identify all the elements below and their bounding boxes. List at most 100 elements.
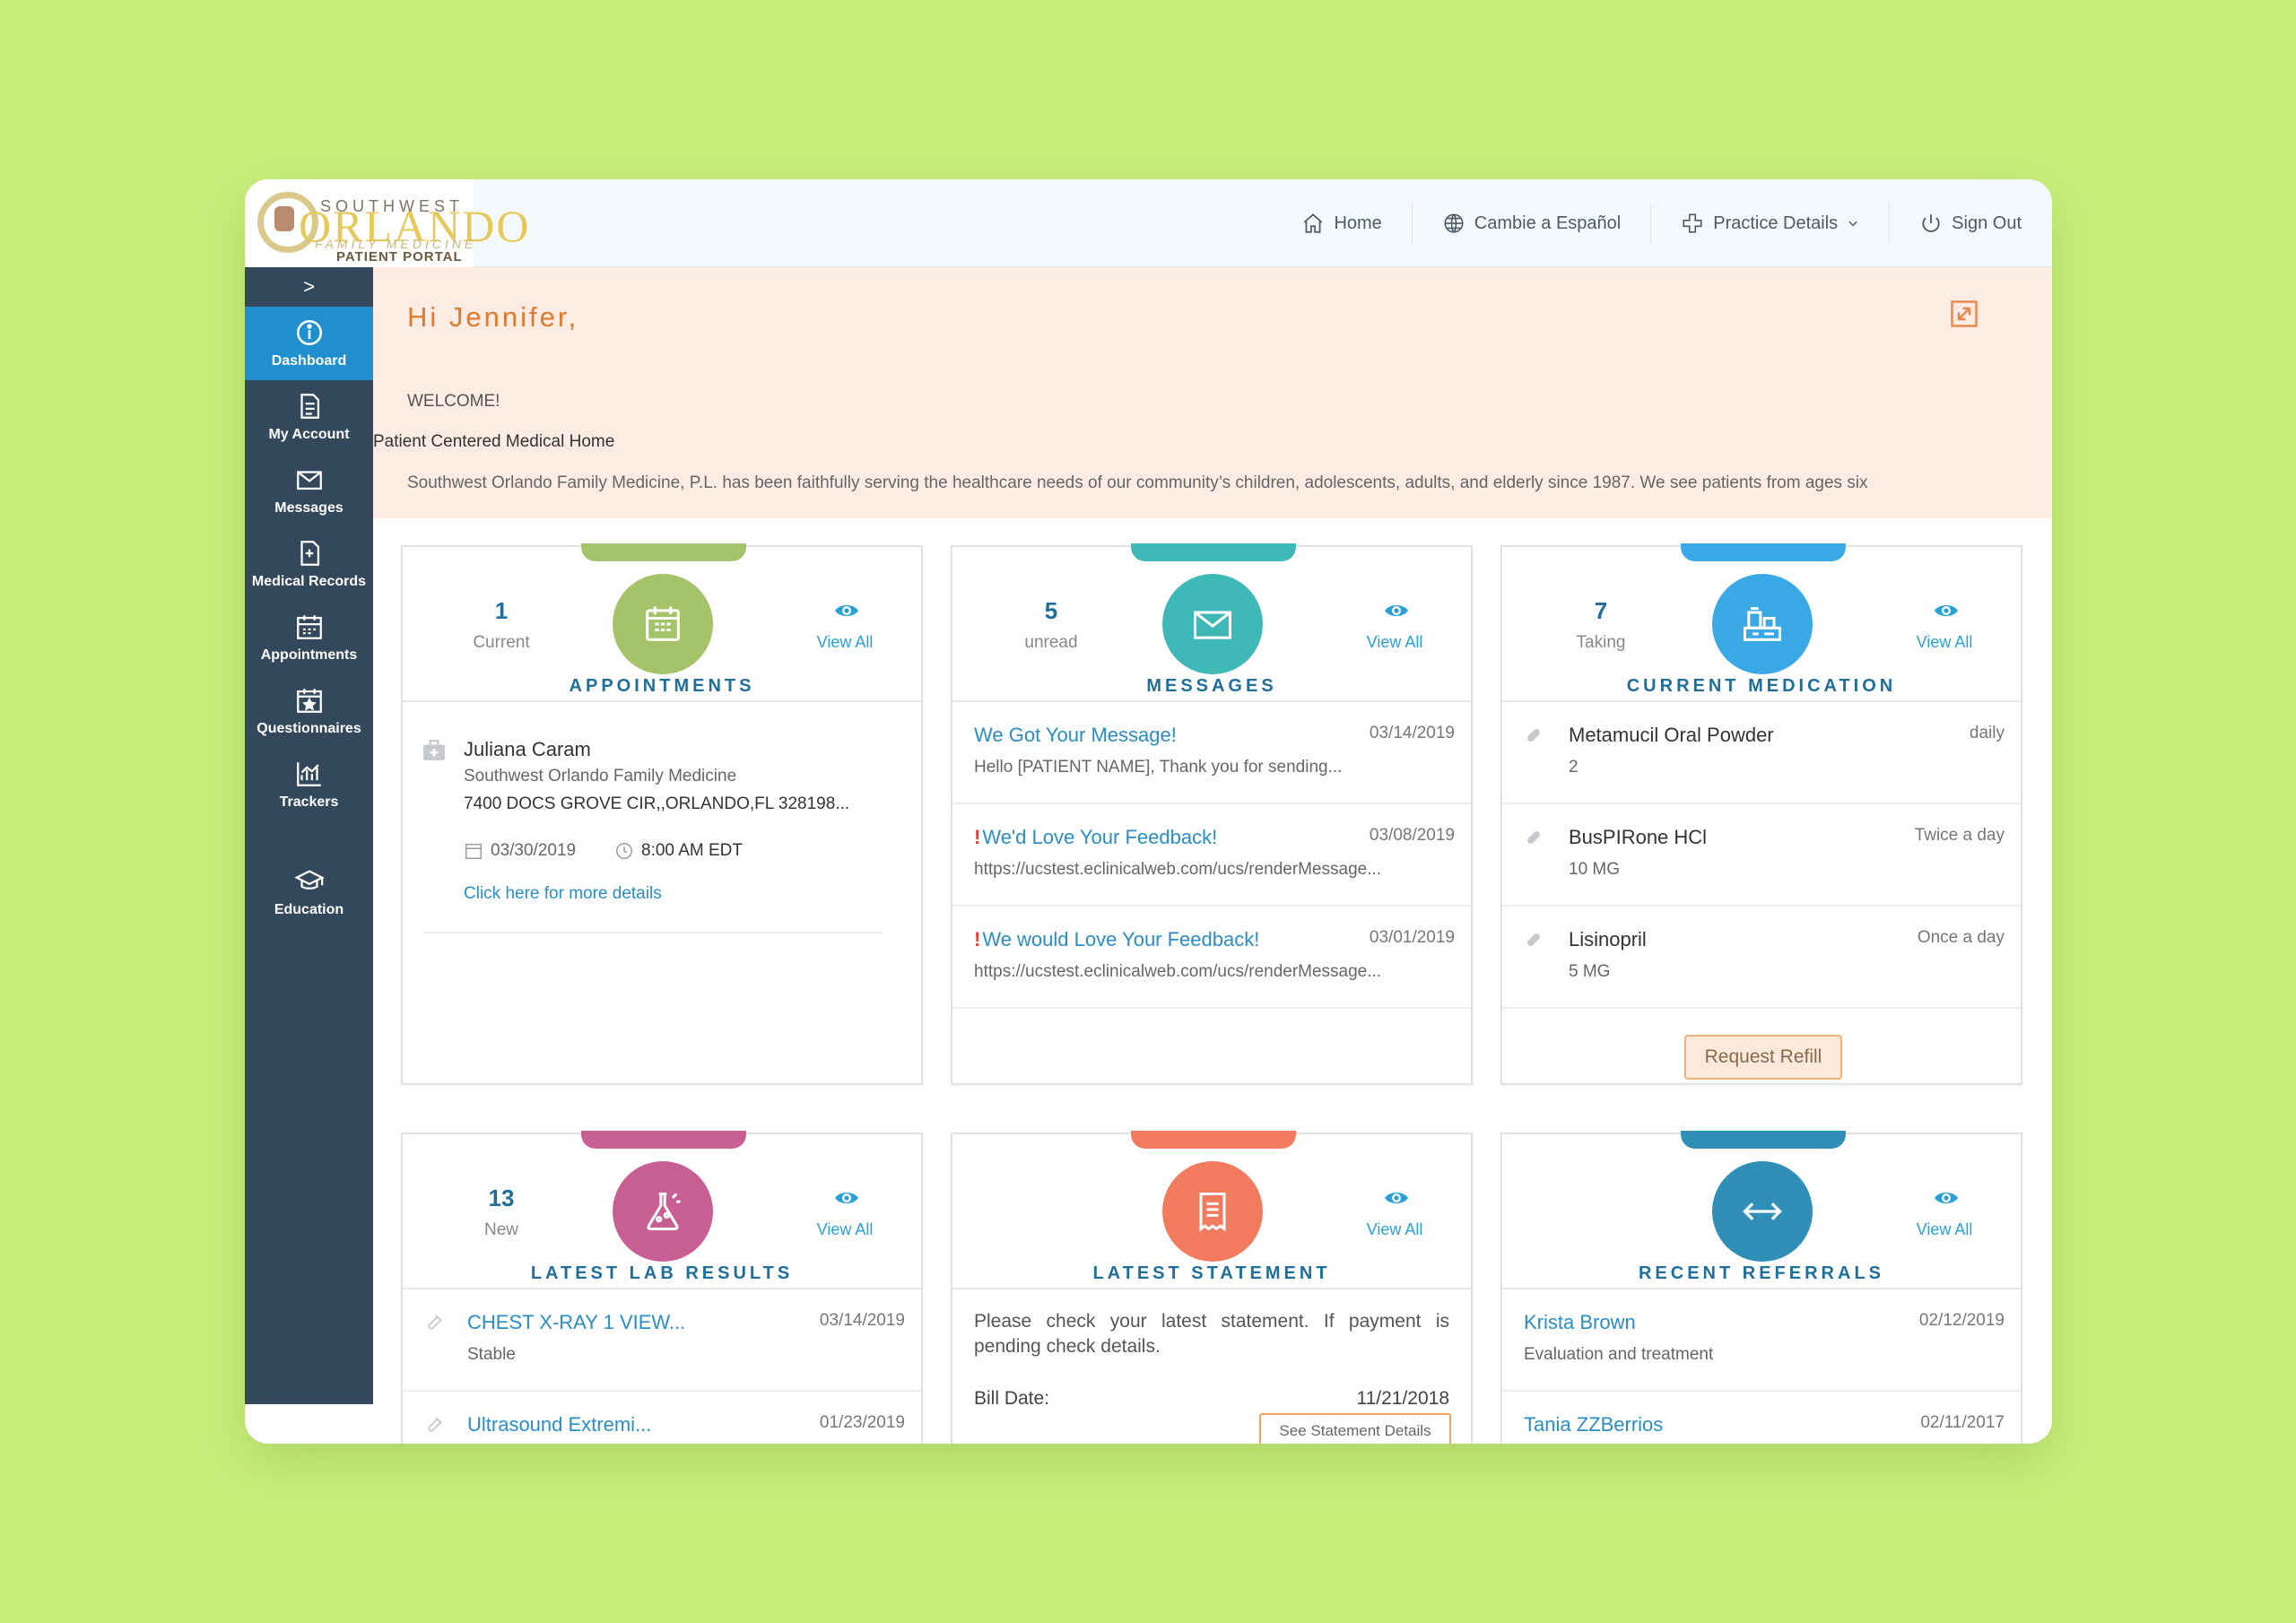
nav-practice-details-dropdown[interactable]: Practice Details bbox=[1651, 203, 1891, 244]
medication-card: 7 Taking View All CURRENT MEDICATION Met… bbox=[1500, 543, 2022, 1085]
medication-count-label: Taking bbox=[1576, 633, 1626, 652]
lab-result-item[interactable]: Ultrasound Extremi... 01/23/2019 bbox=[403, 1392, 921, 1444]
medication-frequency: daily bbox=[1969, 724, 2005, 742]
lab-result-title: CHEST X-RAY 1 VIEW... bbox=[467, 1311, 686, 1333]
chart-icon bbox=[296, 762, 321, 786]
sidebar-item-education[interactable]: Education bbox=[245, 855, 373, 929]
sidebar-item-trackers[interactable]: Trackers bbox=[245, 748, 373, 821]
message-subject: We'd Love Your Feedback! bbox=[982, 826, 1218, 848]
card-tab bbox=[1681, 1131, 1846, 1149]
referral-item[interactable]: Krista Brown 02/12/2019 Evaluation and t… bbox=[1502, 1289, 2021, 1392]
eye-icon[interactable] bbox=[1383, 1188, 1410, 1208]
message-date: 03/14/2019 bbox=[1369, 724, 1455, 742]
sidebar-item-dashboard[interactable]: Dashboard bbox=[245, 307, 373, 380]
sidebar-spacer bbox=[245, 821, 373, 855]
see-statement-details-button[interactable]: See Statement Details bbox=[1259, 1413, 1451, 1444]
sidebar-item-label: Dashboard bbox=[271, 353, 347, 369]
test-tube-icon bbox=[428, 1417, 442, 1432]
messages-card: 5 unread View All MESSAGES We Got Your M… bbox=[951, 543, 1473, 1085]
calendar-icon bbox=[646, 606, 680, 641]
sidebar-item-medical-records[interactable]: Medical Records bbox=[245, 527, 373, 601]
lab-result-title: Ultrasound Extremi... bbox=[467, 1413, 652, 1436]
sidebar-expand-toggle[interactable]: > bbox=[303, 275, 315, 298]
statement-card: View All LATEST STATEMENT Please check y… bbox=[951, 1131, 1473, 1444]
sidebar: > Dashboard My Account Messages Medical … bbox=[245, 267, 373, 1404]
medication-item[interactable]: Metamucil Oral Powder daily 2 bbox=[1502, 702, 2021, 804]
pill-icon bbox=[1527, 933, 1540, 946]
appointment-address: 7400 DOCS GROVE CIR,,ORLANDO,FL 328198..… bbox=[464, 794, 850, 813]
appointments-bubble bbox=[613, 574, 713, 674]
medication-item[interactable]: BusPIRone HCl Twice a day 10 MG bbox=[1502, 804, 2021, 907]
statement-body: Please check your latest statement. If p… bbox=[952, 1289, 1471, 1444]
pharmacy-icon bbox=[1743, 607, 1782, 641]
card-header: 13 New View All LATEST LAB RESULTS bbox=[403, 1134, 921, 1289]
practice-logo[interactable]: SOUTHWEST ORLANDO FAMILY MEDICINE PATIEN… bbox=[245, 179, 528, 267]
globe-icon bbox=[1444, 213, 1464, 233]
welcome-subtitle: Patient Centered Medical Home bbox=[373, 432, 615, 451]
statement-view-all-link[interactable]: View All bbox=[1366, 1220, 1423, 1238]
card-header: View All LATEST STATEMENT bbox=[952, 1134, 1471, 1289]
referral-date: 02/12/2019 bbox=[1918, 1311, 2005, 1330]
priority-icon: ! bbox=[974, 826, 981, 848]
message-item[interactable]: We Got Your Message! 03/14/2019 Hello [P… bbox=[952, 702, 1471, 804]
medical-cross-icon bbox=[1683, 213, 1702, 233]
home-icon bbox=[1304, 213, 1323, 233]
nav-home-link[interactable]: Home bbox=[1272, 203, 1413, 244]
sidebar-item-questionnaires[interactable]: Questionnaires bbox=[245, 674, 373, 748]
chevron-down-icon bbox=[1848, 221, 1857, 227]
medication-view-all-link[interactable]: View All bbox=[1916, 633, 1973, 651]
referrals-view-all-link[interactable]: View All bbox=[1916, 1220, 1973, 1238]
medical-kit-icon bbox=[423, 740, 445, 760]
medication-dose: 10 MG bbox=[1569, 860, 1621, 879]
message-item[interactable]: !We'd Love Your Feedback! 03/08/2019 htt… bbox=[952, 804, 1471, 907]
divider bbox=[422, 932, 883, 933]
appointment-details-link[interactable]: Click here for more details bbox=[464, 884, 662, 903]
appointment-practice: Southwest Orlando Family Medicine bbox=[464, 767, 737, 785]
request-refill-button[interactable]: Request Refill bbox=[1684, 1035, 1842, 1080]
nav-language-link[interactable]: Cambie a Español bbox=[1413, 203, 1652, 244]
referral-item[interactable]: Tania ZZBerrios 02/11/2017 bbox=[1502, 1392, 2021, 1444]
logo-line-orlando: ORLANDO bbox=[299, 201, 531, 251]
appointments-count-label: Current bbox=[473, 633, 530, 652]
medication-count: 7 bbox=[1594, 597, 1608, 624]
appointment-date: 03/30/2019 bbox=[491, 841, 577, 860]
labs-count: 13 bbox=[488, 1185, 515, 1211]
logo-line-family-medicine: FAMILY MEDICINE bbox=[315, 237, 477, 251]
card-header: 5 unread View All MESSAGES bbox=[952, 547, 1471, 702]
document-icon bbox=[300, 394, 319, 419]
sidebar-item-my-account[interactable]: My Account bbox=[245, 380, 373, 454]
medication-frequency: Twice a day bbox=[1914, 826, 2005, 845]
messages-count-label: unread bbox=[1024, 633, 1078, 652]
envelope-icon bbox=[1193, 611, 1232, 639]
logo-family-icon bbox=[274, 206, 294, 231]
eye-icon[interactable] bbox=[1383, 601, 1410, 621]
medication-name: Lisinopril bbox=[1569, 928, 1647, 950]
eye-icon[interactable] bbox=[833, 601, 860, 621]
labs-bubble bbox=[613, 1161, 713, 1262]
messages-title: MESSAGES bbox=[1146, 676, 1277, 696]
eye-icon[interactable] bbox=[833, 1188, 860, 1208]
nav-sign-out-link[interactable]: Sign Out bbox=[1890, 203, 2025, 244]
sidebar-item-messages[interactable]: Messages bbox=[245, 454, 373, 527]
swap-arrows-icon bbox=[1743, 1202, 1782, 1220]
message-preview: Hello [PATIENT NAME], Thank you for send… bbox=[974, 758, 1343, 777]
info-icon bbox=[296, 319, 322, 346]
appointments-count: 1 bbox=[494, 597, 509, 624]
messages-view-all-link[interactable]: View All bbox=[1366, 633, 1423, 651]
card-tab bbox=[1131, 543, 1296, 561]
card-header: 7 Taking View All CURRENT MEDICATION bbox=[1502, 547, 2021, 702]
sidebar-item-appointments[interactable]: Appointments bbox=[245, 601, 373, 674]
message-item[interactable]: !We would Love Your Feedback! 03/01/2019… bbox=[952, 907, 1471, 1009]
eye-icon[interactable] bbox=[1933, 601, 1960, 621]
sidebar-item-label: Medical Records bbox=[251, 574, 367, 589]
appointments-view-all-link[interactable]: View All bbox=[816, 633, 874, 651]
lab-result-item[interactable]: CHEST X-RAY 1 VIEW... 03/14/2019 Stable bbox=[403, 1289, 921, 1392]
card-tab bbox=[581, 543, 746, 561]
envelope-icon bbox=[296, 471, 322, 490]
expand-icon[interactable] bbox=[1948, 298, 1980, 330]
nav-sign-out-label: Sign Out bbox=[1952, 213, 2022, 233]
eye-icon[interactable] bbox=[1933, 1188, 1960, 1208]
medication-item[interactable]: Lisinopril Once a day 5 MG bbox=[1502, 907, 2021, 1009]
sidebar-item-label: Messages bbox=[274, 500, 344, 516]
labs-view-all-link[interactable]: View All bbox=[816, 1220, 874, 1238]
